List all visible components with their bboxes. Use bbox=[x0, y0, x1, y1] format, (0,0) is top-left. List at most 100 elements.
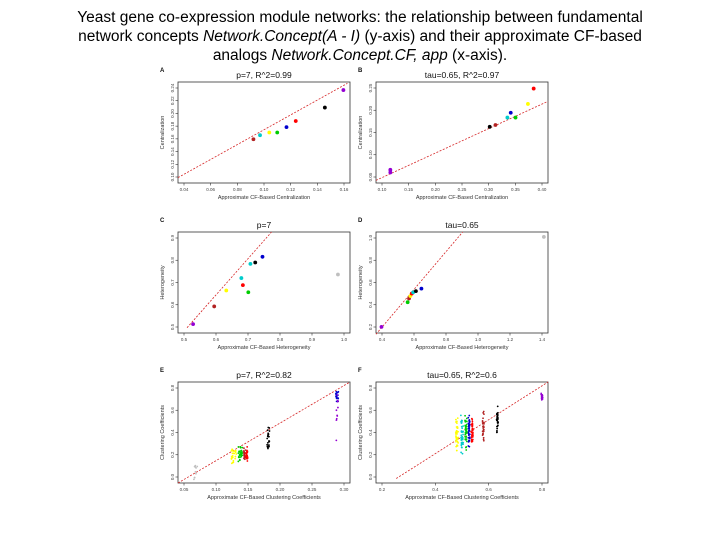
x-tick-label: 0.16 bbox=[340, 187, 349, 192]
data-point bbox=[238, 458, 241, 461]
data-point bbox=[239, 456, 242, 459]
data-point bbox=[461, 427, 464, 430]
y-tick-label: 0.24 bbox=[170, 83, 175, 92]
x-tick-label: 0.12 bbox=[286, 187, 295, 192]
data-point bbox=[460, 430, 463, 432]
data-point bbox=[471, 432, 474, 434]
data-point bbox=[336, 394, 339, 396]
data-point bbox=[238, 450, 240, 453]
data-point bbox=[467, 431, 470, 434]
x-tick-label: 0.7 bbox=[245, 337, 252, 342]
data-point bbox=[233, 452, 236, 455]
data-point bbox=[462, 433, 464, 436]
y-tick-label: 0.2 bbox=[170, 451, 175, 458]
y-axis-label: Clustering Coefficients bbox=[358, 405, 364, 460]
data-point bbox=[194, 470, 197, 473]
data-point bbox=[455, 429, 458, 432]
data-point bbox=[335, 397, 338, 399]
data-point bbox=[405, 300, 410, 305]
x-tick-label: 0.06 bbox=[206, 187, 215, 192]
title-text-2a: network concepts bbox=[78, 28, 204, 45]
x-tick-label: 1.4 bbox=[539, 337, 546, 342]
y-tick-label: 0.10 bbox=[170, 172, 175, 181]
y-tick-label: 0.10 bbox=[368, 150, 373, 159]
y-tick-label: 1.0 bbox=[368, 234, 373, 241]
y-tick-label: 0.15 bbox=[368, 128, 373, 137]
panel-label: C bbox=[160, 218, 165, 224]
y-tick-label: 0.8 bbox=[368, 257, 373, 264]
data-point bbox=[239, 446, 242, 449]
data-point bbox=[454, 418, 457, 421]
data-point bbox=[266, 446, 269, 449]
panel-label: D bbox=[358, 218, 363, 224]
panel-label: F bbox=[358, 368, 362, 374]
data-point bbox=[192, 478, 195, 481]
data-point bbox=[471, 425, 474, 428]
y-axis-label: Heterogeneity bbox=[160, 265, 166, 299]
x-tick-label: 0.10 bbox=[212, 487, 221, 492]
data-point bbox=[248, 261, 253, 266]
x-tick-label: 1.0 bbox=[341, 337, 348, 342]
y-tick-label: 0.0 bbox=[368, 473, 373, 480]
data-point bbox=[460, 421, 463, 424]
data-point bbox=[237, 460, 240, 463]
y-tick-label: 0.25 bbox=[368, 83, 373, 92]
x-tick-label: 0.15 bbox=[244, 487, 253, 492]
data-point bbox=[455, 421, 457, 423]
data-point bbox=[237, 446, 240, 448]
y-tick-label: 0.7 bbox=[170, 279, 175, 286]
fit-line bbox=[177, 82, 348, 178]
y-tick-label: 0.2 bbox=[368, 451, 373, 458]
data-point bbox=[482, 426, 485, 429]
data-point bbox=[496, 425, 498, 428]
data-point bbox=[193, 476, 196, 479]
data-point bbox=[231, 452, 234, 455]
data-point bbox=[470, 435, 473, 437]
panel-label: B bbox=[358, 68, 363, 74]
data-point bbox=[388, 167, 393, 172]
fit-line bbox=[396, 381, 549, 479]
data-point bbox=[461, 446, 463, 449]
x-tick-label: 0.4 bbox=[432, 487, 439, 492]
data-point bbox=[231, 448, 234, 451]
y-tick-label: 0.5 bbox=[170, 323, 175, 330]
data-point bbox=[471, 429, 474, 432]
data-point bbox=[482, 410, 485, 413]
data-point bbox=[239, 451, 242, 454]
data-point bbox=[234, 451, 237, 454]
x-axis-label: Approximate CF-Based Clustering Coeffici… bbox=[207, 495, 321, 501]
title-text-3d: . bbox=[502, 47, 508, 64]
data-point bbox=[482, 428, 485, 431]
data-point bbox=[467, 425, 470, 428]
data-point bbox=[465, 436, 467, 439]
x-tick-label: 0.05 bbox=[180, 487, 189, 492]
data-point bbox=[470, 417, 473, 420]
data-point bbox=[266, 435, 269, 438]
data-point bbox=[246, 446, 249, 448]
data-point bbox=[513, 115, 518, 120]
data-point bbox=[336, 399, 339, 402]
y-tick-label: 0.4 bbox=[368, 429, 373, 436]
data-point bbox=[232, 459, 235, 462]
data-point bbox=[239, 276, 244, 280]
data-point bbox=[455, 431, 457, 434]
plot-frame bbox=[375, 231, 549, 334]
data-point bbox=[266, 441, 269, 444]
data-point bbox=[464, 425, 467, 428]
data-point bbox=[482, 436, 485, 439]
data-point bbox=[335, 439, 338, 442]
data-point bbox=[497, 411, 499, 414]
data-point bbox=[467, 416, 470, 419]
y-tick-label: 0.16 bbox=[170, 134, 175, 143]
x-tick-label: 0.15 bbox=[404, 187, 413, 192]
data-point bbox=[471, 439, 474, 442]
data-point bbox=[496, 427, 499, 430]
data-point bbox=[541, 393, 544, 396]
figure-title: Yeast gene co-expression module networks… bbox=[0, 8, 720, 65]
data-point bbox=[495, 418, 498, 421]
data-point bbox=[251, 137, 256, 142]
data-point bbox=[268, 440, 270, 442]
